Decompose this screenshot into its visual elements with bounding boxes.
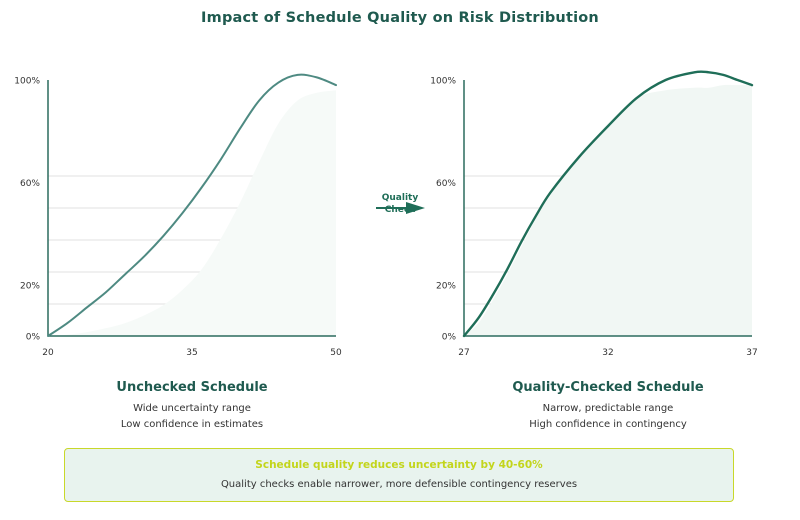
distribution-area: [464, 84, 752, 337]
y-tick-label: 20%: [436, 281, 456, 291]
y-tick-label: 60%: [20, 179, 40, 189]
arrow-label-line2: Check: [385, 205, 416, 215]
checked-caption-1: Narrow, predictable range: [542, 403, 674, 414]
distribution-area: [48, 90, 336, 336]
chart-title: Impact of Schedule Quality on Risk Distr…: [201, 10, 599, 26]
callout-body: Quality checks enable narrower, more def…: [220, 479, 578, 490]
x-tick-label: 20: [42, 348, 54, 358]
x-tick-label: 35: [186, 348, 197, 358]
x-tick-label: 32: [602, 348, 613, 358]
x-tick-label: 27: [458, 348, 469, 358]
y-tick-label: 60%: [436, 179, 456, 189]
y-tick-label: 100%: [430, 77, 456, 87]
x-tick-label: 37: [746, 348, 757, 358]
y-tick-label: 0%: [442, 333, 457, 343]
checked-caption-2: High confidence in contingency: [529, 419, 687, 430]
unchecked-panel-title: Unchecked Schedule: [116, 380, 268, 395]
y-tick-label: 100%: [14, 77, 40, 87]
callout-heading: Schedule quality reduces uncertainty by …: [255, 459, 543, 471]
cdf-curve: [462, 70, 754, 338]
y-tick-label: 20%: [20, 281, 40, 291]
quality-check-arrow: Quality Check: [376, 193, 425, 215]
quality-checked-schedule-chart: 0% 20% 60% 100% 27 32 37: [430, 70, 758, 358]
arrow-head-icon: [406, 202, 425, 214]
unchecked-caption-1: Wide uncertainty range: [133, 403, 251, 414]
cdf-curve: [47, 73, 337, 337]
summary-callout: Schedule quality reduces uncertainty by …: [64, 448, 734, 502]
arrow-label-line1: Quality: [382, 193, 419, 203]
x-tick-label: 50: [330, 348, 342, 358]
y-tick-label: 0%: [26, 333, 41, 343]
checked-panel-title: Quality-Checked Schedule: [512, 380, 704, 395]
unchecked-caption-2: Low confidence in estimates: [120, 419, 264, 430]
unchecked-schedule-chart: 0% 20% 60% 100% 20 35 50: [14, 73, 342, 358]
